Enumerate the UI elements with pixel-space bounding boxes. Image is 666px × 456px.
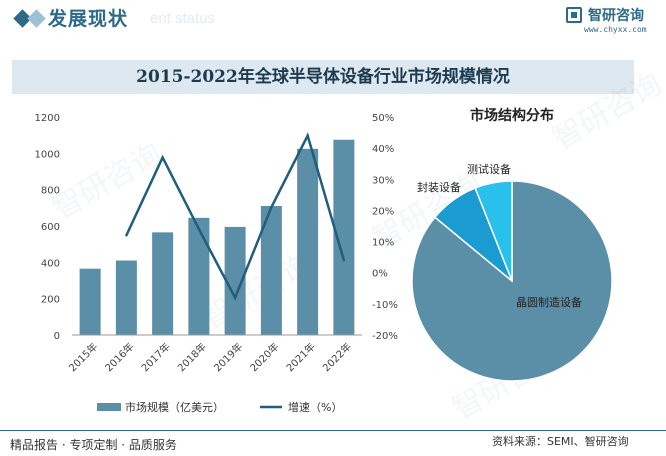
pie-label: 测试设备 xyxy=(467,162,511,176)
line-point xyxy=(197,227,201,231)
y-left-tick-label: 1200 xyxy=(35,113,60,124)
y-right-tick-label: 40% xyxy=(372,144,394,155)
source-note: 资料来源：SEMI、智研咨询 xyxy=(492,435,629,448)
y-left-tick-label: 1000 xyxy=(35,149,60,160)
pie-label: 封装设备 xyxy=(417,180,461,194)
x-tick-label: 2016年 xyxy=(102,340,136,374)
pie-slice xyxy=(474,180,513,282)
brand-name: 智研咨询 xyxy=(588,8,644,24)
brand-url[interactable]: www.chyxx.com xyxy=(584,25,647,34)
x-tick-label: 2020年 xyxy=(247,340,281,374)
x-tick-label: 2021年 xyxy=(283,340,317,374)
footer-tagline: 精品报告 · 专项定制 · 品质服务 xyxy=(10,438,177,452)
bar xyxy=(115,260,137,335)
line-point xyxy=(342,259,346,262)
line-point xyxy=(161,156,164,159)
bar xyxy=(188,217,210,335)
bar xyxy=(224,226,246,335)
bar xyxy=(152,232,174,335)
x-tick-label: 2015年 xyxy=(66,340,100,374)
y-left-tick-label: 0 xyxy=(54,331,60,342)
line-point xyxy=(270,206,273,209)
pie-label: 晶圆制造设备 xyxy=(516,295,582,309)
bar xyxy=(333,139,355,335)
ghost-subtitle: ent status xyxy=(150,10,216,27)
y-right-tick-label: 0% xyxy=(372,269,388,280)
watermark-text: 智研咨询 xyxy=(547,67,666,157)
y-right-tick-label: 30% xyxy=(372,175,394,186)
line-point xyxy=(306,134,309,137)
y-right-tick-label: 20% xyxy=(372,206,394,217)
chart-title-band: 2015-2022年全球半导体设备行业市场规模情况 xyxy=(12,60,634,94)
bar xyxy=(79,268,101,335)
y-left-tick-label: 200 xyxy=(41,295,60,306)
chart-title: 2015-2022年全球半导体设备行业市场规模情况 xyxy=(136,67,510,87)
bar xyxy=(260,206,282,335)
x-tick-label: 2017年 xyxy=(138,340,172,374)
legend-label: 市场规模（亿美元） xyxy=(125,400,224,414)
line-point xyxy=(125,234,128,237)
y-left-tick-label: 400 xyxy=(41,258,60,269)
x-tick-label: 2018年 xyxy=(175,340,209,374)
y-right-tick-label: 10% xyxy=(372,238,394,249)
x-tick-label: 2022年 xyxy=(320,340,354,374)
section-title: 发展现状 xyxy=(48,8,129,30)
y-left-tick-label: 800 xyxy=(41,186,60,197)
y-right-tick-label: -20% xyxy=(372,331,398,342)
x-tick-label: 2019年 xyxy=(211,340,245,374)
legend-label: 增速（%） xyxy=(288,400,342,414)
footer-divider xyxy=(0,430,666,431)
bar xyxy=(297,148,319,335)
company-logo-icon xyxy=(566,7,582,23)
y-right-tick-label: 50% xyxy=(372,113,394,124)
legend-swatch-bar xyxy=(97,403,121,411)
pie-title: 市场结构分布 xyxy=(470,107,554,124)
line-point xyxy=(233,296,237,299)
watermark-text: 智研咨询 xyxy=(47,137,168,227)
y-left-tick-label: 600 xyxy=(41,222,60,233)
top-header: 发展现状 ent status 智研咨询 www.chyxx.com xyxy=(0,0,666,40)
y-right-tick-label: -10% xyxy=(372,300,398,311)
